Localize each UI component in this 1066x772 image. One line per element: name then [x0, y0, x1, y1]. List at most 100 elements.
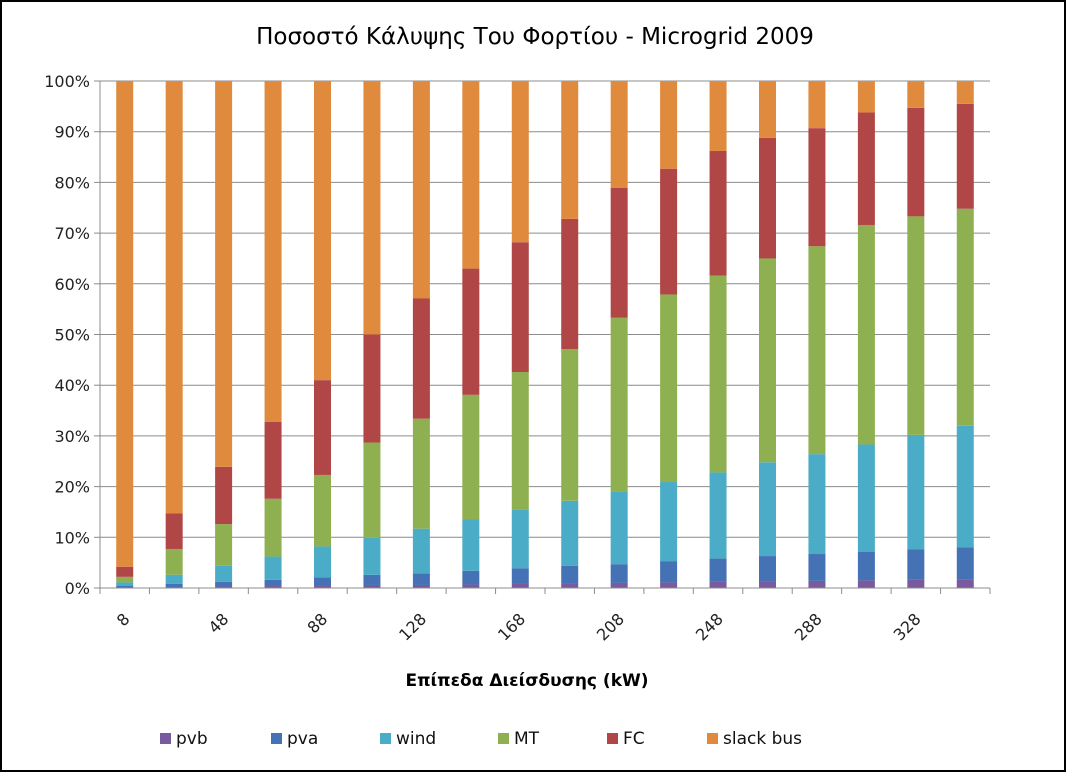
x-tick-label: 168 — [494, 609, 529, 644]
bar-segment-wind — [610, 491, 628, 565]
legend: pvb pva wind MT FC slack bus — [160, 729, 802, 749]
bar-segment-pvb — [808, 580, 826, 588]
bar-segment-pva — [660, 561, 678, 583]
y-tick-label: 100% — [44, 72, 90, 91]
bar-segment-MT — [857, 224, 875, 445]
bar-segment-slack-bus — [165, 81, 183, 514]
bar-segment-MT — [165, 548, 183, 575]
bar-segment-wind — [857, 444, 875, 552]
bar-segment-pvb — [363, 584, 381, 588]
bar-segment-pvb — [956, 579, 974, 588]
bar-segment-MT — [709, 275, 727, 473]
bar-segment-pva — [264, 579, 282, 586]
bar-segment-MT — [610, 317, 628, 492]
x-tick-label: 128 — [395, 609, 430, 644]
bar-segment-pvb — [412, 584, 430, 588]
y-tick-label: 80% — [54, 173, 90, 192]
bar-segment-pvb — [264, 585, 282, 588]
bar-segment-slack-bus — [660, 81, 678, 169]
bar-segment-MT — [264, 498, 282, 557]
x-axis-title: Επίπεδα Διείσδυσης (kW) — [405, 671, 648, 691]
legend-swatch — [160, 733, 171, 744]
bar-segment-wind — [165, 574, 183, 584]
bar-segment-FC — [116, 566, 134, 577]
bar-segment-FC — [709, 150, 727, 276]
bar-segment-pvb — [215, 586, 233, 588]
bar-segment-wind — [759, 462, 776, 557]
bar-segment-wind — [907, 434, 925, 550]
bar-segment-pva — [116, 585, 134, 588]
x-tick-label: 328 — [890, 609, 925, 644]
bar-segment-pvb — [314, 585, 331, 588]
bar-segment-pvb — [561, 583, 579, 588]
bar-segment-pva — [610, 564, 628, 583]
legend-label: wind — [396, 729, 436, 749]
bar-segment-FC — [759, 137, 776, 259]
legend-label: slack bus — [723, 729, 802, 749]
bar-segment-MT — [215, 524, 233, 566]
y-tick-label: 20% — [54, 478, 90, 497]
bar-segment-slack-bus — [561, 81, 579, 219]
axes — [99, 81, 991, 594]
y-tick-label: 60% — [54, 275, 90, 294]
bar-segment-FC — [907, 107, 925, 217]
bar-segment-MT — [759, 258, 776, 463]
y-tick-label: 10% — [54, 528, 90, 547]
bar-segment-slack-bus — [116, 81, 134, 567]
bar-segment-pva — [412, 573, 430, 585]
bar-segment-pva — [956, 547, 974, 580]
bar-segment-wind — [511, 509, 529, 569]
bar-segment-slack-bus — [462, 81, 480, 269]
bar-segment-pvb — [610, 582, 628, 588]
x-tick-label: 8 — [113, 609, 134, 630]
legend-swatch — [498, 733, 509, 744]
y-tick-label: 0% — [65, 579, 90, 598]
bar-segment-wind — [956, 425, 974, 548]
bar-segment-pvb — [709, 581, 727, 588]
x-tick-label: 248 — [692, 609, 727, 644]
bar-segment-pva — [462, 570, 480, 585]
bar-segment-wind — [660, 482, 678, 562]
bar-segment-pva — [165, 583, 183, 587]
bar-segment-slack-bus — [511, 81, 529, 243]
bar-segment-pvb — [759, 581, 776, 588]
bar-segment-pva — [759, 556, 776, 582]
bar-segment-pvb — [511, 583, 529, 588]
legend-swatch — [607, 733, 618, 744]
bar-segment-slack-bus — [610, 81, 628, 188]
y-tick-labels: 0% 10% 20% 30% 40% 50% 60% 70% 80% 90% 100% — [44, 72, 90, 598]
bar-segment-slack-bus — [314, 81, 331, 381]
bar-segment-slack-bus — [709, 81, 727, 151]
bar-segment-wind — [561, 500, 579, 566]
bar-segment-slack-bus — [907, 81, 925, 108]
bar-segment-wind — [215, 565, 233, 582]
x-tick-label: 48 — [205, 609, 233, 637]
bar-segment-FC — [511, 242, 529, 373]
gridlines — [94, 80, 990, 589]
bar-segment-FC — [363, 334, 381, 443]
bar-segment-FC — [956, 103, 974, 209]
legend-swatch — [380, 733, 391, 744]
bar-segment-pvb — [462, 584, 480, 588]
bar-segment-slack-bus — [759, 81, 776, 138]
bar-segment-MT — [956, 208, 974, 426]
x-tick-labels: 8 48 88 128 168 208 248 288 328 — [113, 609, 925, 644]
bar-segment-pvb — [857, 580, 875, 588]
bar-segment-FC — [561, 218, 579, 350]
bar-segment-MT — [511, 372, 529, 510]
bar-segment-slack-bus — [412, 81, 430, 299]
bar-segment-pva — [314, 577, 331, 586]
bar-segment-wind — [264, 556, 282, 580]
legend-label: pvb — [176, 729, 208, 749]
bar-segment-slack-bus — [956, 81, 974, 104]
bar-segment-slack-bus — [215, 81, 233, 467]
bar-segment-wind — [363, 537, 381, 575]
bar-segment-MT — [116, 576, 134, 583]
bar-segment-MT — [907, 216, 925, 435]
bar-segment-pva — [561, 565, 579, 584]
bars — [116, 81, 974, 588]
bar-segment-FC — [314, 380, 331, 475]
legend-label: MT — [514, 729, 540, 749]
chart-title: Ποσοστό Κάλυψης Του Φορτίου - Microgrid … — [256, 24, 814, 50]
